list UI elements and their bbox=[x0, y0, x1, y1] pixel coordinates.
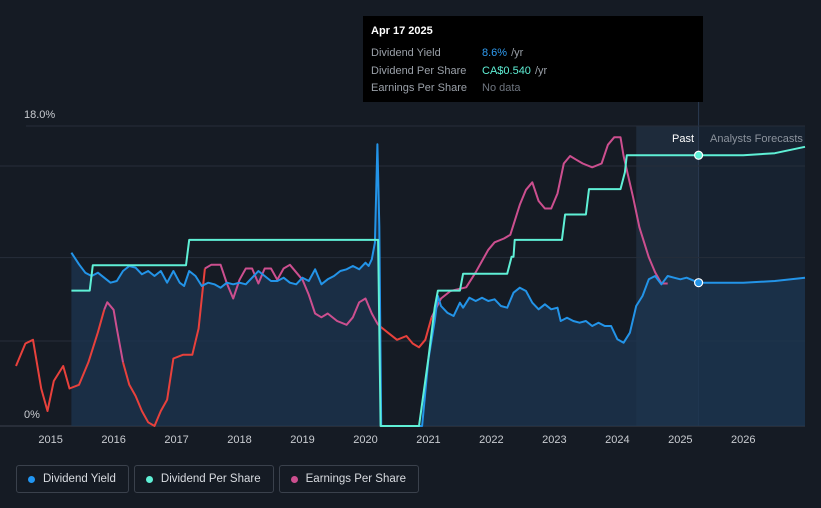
tooltip-label: Dividend Yield bbox=[371, 47, 441, 59]
tooltip-date: Apr 17 2025 bbox=[371, 25, 433, 37]
chart-series-lines bbox=[15, 136, 806, 427]
tooltip-label: Earnings Per Share bbox=[371, 82, 467, 94]
x-tick-label: 2023 bbox=[542, 434, 566, 446]
x-tick-label: 2015 bbox=[38, 434, 62, 446]
past-label: Past bbox=[672, 133, 694, 145]
x-tick-label: 2016 bbox=[101, 434, 125, 446]
tooltip-value: CA$0.540 bbox=[482, 64, 531, 77]
legend-label: Dividend Yield bbox=[43, 473, 116, 485]
dividend-per-share-line bbox=[71, 145, 806, 427]
x-tick-label: 2022 bbox=[479, 434, 503, 446]
earnings-per-share-line-1 bbox=[103, 301, 124, 363]
x-tick-label: 2019 bbox=[290, 434, 314, 446]
dividend-per-share-marker bbox=[693, 150, 704, 160]
tooltip-row-earnings-per-share: Earnings Per Share No data bbox=[371, 80, 695, 98]
chart-tooltip: Apr 17 2025 Dividend Yield 8.6% /yr Divi… bbox=[363, 16, 703, 102]
legend-dot-icon bbox=[290, 475, 298, 483]
tooltip-unit: /yr bbox=[511, 47, 524, 59]
legend-label: Dividend Per Share bbox=[160, 473, 261, 485]
earnings-per-share-line-0 bbox=[15, 309, 106, 412]
current-value-markers bbox=[693, 150, 704, 288]
tooltip-value: No data bbox=[482, 82, 521, 94]
analysts-forecasts-label: Analysts Forecasts bbox=[710, 133, 803, 145]
x-tick-label: 2024 bbox=[605, 434, 629, 446]
tooltip-row-dividend-yield: Dividend Yield 8.6% /yr bbox=[371, 45, 695, 63]
tooltip-value: 8.6% bbox=[482, 47, 508, 59]
x-tick-label: 2020 bbox=[353, 434, 377, 446]
tooltip-unit: /yr bbox=[534, 64, 548, 77]
x-tick-label: 2017 bbox=[164, 434, 188, 446]
x-axis: 2015 2016 2017 2018 2019 2020 2021 2022 2023 2024… bbox=[38, 434, 755, 446]
x-tick-label: 2026 bbox=[731, 434, 755, 446]
tooltip-label: Dividend Per Share bbox=[371, 64, 467, 77]
x-tick-label: 2021 bbox=[416, 434, 440, 446]
legend-label: Earnings Per Share bbox=[305, 473, 406, 485]
y-tick-label-bottom: 0% bbox=[24, 409, 40, 421]
x-tick-label: 2025 bbox=[668, 434, 692, 446]
dividend-yield-line bbox=[70, 143, 806, 427]
dividend-yield-area bbox=[71, 144, 805, 427]
legend-dot-icon bbox=[145, 475, 153, 483]
tooltip-row-dividend-per-share: Dividend Per Share CA$0.540 /yr bbox=[371, 63, 695, 81]
y-tick-label-top: 18.0% bbox=[24, 109, 55, 121]
x-tick-label: 2018 bbox=[227, 434, 251, 446]
dividend-yield-marker bbox=[693, 278, 704, 288]
dividend-yield-fill bbox=[71, 144, 805, 427]
legend-dividend-per-share[interactable]: Dividend Per Share bbox=[133, 465, 274, 493]
legend-earnings-per-share[interactable]: Earnings Per Share bbox=[278, 465, 419, 493]
earnings-per-share-line-2 bbox=[122, 268, 206, 427]
legend-dot-icon bbox=[28, 475, 35, 483]
earnings-per-share-line-4 bbox=[377, 317, 433, 349]
earnings-per-share-line-3 bbox=[204, 263, 379, 326]
chart-legend: Dividend Yield Dividend Per Share Earnin… bbox=[16, 465, 419, 493]
earnings-per-share-line-5 bbox=[430, 136, 668, 318]
legend-dividend-yield[interactable]: Dividend Yield bbox=[16, 465, 129, 493]
